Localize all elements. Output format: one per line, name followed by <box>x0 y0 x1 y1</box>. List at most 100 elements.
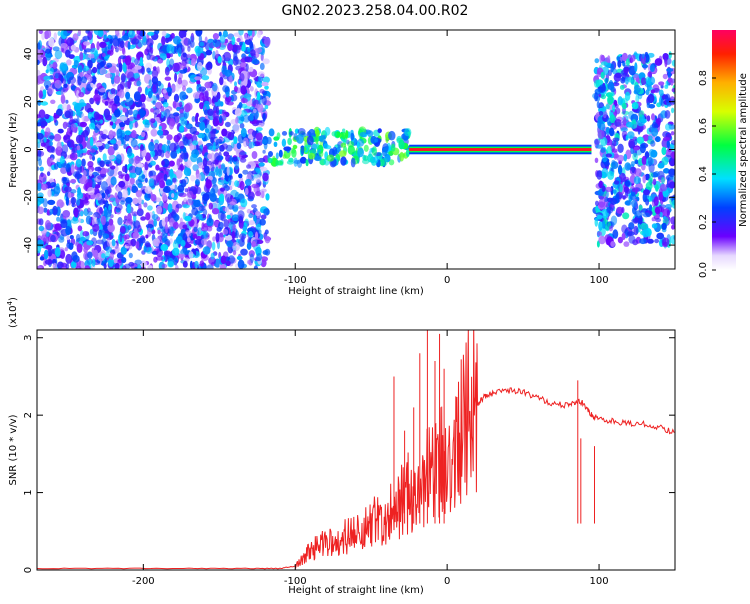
spectrogram-cell <box>670 216 675 225</box>
spectrogram-cell <box>168 160 175 167</box>
spectrogram-cell <box>136 30 141 35</box>
spectrogram-cell <box>45 30 52 39</box>
spectrogram-cell <box>126 81 131 88</box>
spectrogram-cell <box>83 251 89 260</box>
spectrogram-cell <box>199 102 204 110</box>
spectrogram-cell <box>60 219 68 229</box>
spectrogram-cell <box>606 206 614 214</box>
spectrogram-cell <box>117 217 123 226</box>
spectrogram-cell <box>137 196 142 205</box>
spectrogram-cell <box>626 231 635 236</box>
spectrogram-cell <box>187 237 191 243</box>
spectrogram-cell <box>650 89 656 94</box>
spectrogram-cell <box>207 153 213 160</box>
spectrogram-cell <box>103 159 112 165</box>
spectrogram-cell <box>594 92 599 102</box>
spectrogram-cell <box>165 179 173 186</box>
spectrogram-cell <box>115 154 122 164</box>
spectrogram-cell <box>122 265 127 269</box>
spectrogram-cell <box>116 128 123 139</box>
spectrogram-cell <box>624 180 631 187</box>
spectrogram-cell <box>118 105 123 111</box>
spectrogram-cell <box>114 245 120 254</box>
spectrogram-cell <box>605 153 612 158</box>
spectrogram-cell <box>255 47 263 54</box>
spectrogram-cell <box>259 166 268 172</box>
spectrogram-cell <box>114 109 121 118</box>
spectrogram-cell <box>75 158 82 168</box>
spectrogram-cell <box>64 110 72 119</box>
spectrogram-cell <box>182 204 190 209</box>
spectrogram-cell <box>65 196 69 206</box>
spectrogram-cell <box>212 82 218 92</box>
spectrogram-cell <box>313 155 322 162</box>
spectrogram-cell <box>38 195 43 202</box>
spectrogram-cell <box>164 108 171 119</box>
spectrogram-cell <box>645 198 650 206</box>
spectrogram-cell <box>53 133 62 142</box>
spectrogram-cell <box>656 117 662 125</box>
spectrogram-cell <box>209 193 217 202</box>
spectrogram-cell <box>598 221 603 231</box>
spectrogram-cell <box>264 229 269 235</box>
spectrogram-cell <box>250 49 256 57</box>
spectrogram-cell <box>168 120 175 130</box>
spectrogram-cell <box>257 103 264 113</box>
spectrogram-cell <box>666 183 671 188</box>
spectrogram-cell <box>665 204 673 209</box>
spectrogram-cell <box>148 79 152 87</box>
spectrogram-cell <box>625 199 632 206</box>
spectrogram-cell <box>204 81 212 89</box>
colorbar-label: Normalized spectral amplitude <box>738 73 749 227</box>
spectrogram-cell <box>656 232 665 240</box>
spectrogram-cell <box>50 234 56 243</box>
spectrogram-cell <box>166 44 175 54</box>
spectrogram-cell <box>49 135 55 140</box>
spectrogram-cell <box>399 151 405 162</box>
spectrogram-cell <box>182 260 188 268</box>
spectrogram-cell <box>242 114 250 123</box>
spectrogram-cell <box>216 105 219 115</box>
spectrogram-cell <box>616 56 621 61</box>
spectrogram-x-ticks: -200 -100 0 100 <box>132 30 609 286</box>
spectrogram-cell <box>607 81 615 91</box>
spectrogram-cell <box>62 121 69 128</box>
spectrogram-cell <box>187 53 191 59</box>
spectrogram-cell <box>642 134 650 142</box>
spectrogram-cell <box>229 155 233 165</box>
spectrogram-cell <box>236 255 243 261</box>
spectrogram-cell <box>100 215 107 226</box>
spectrogram-cell <box>62 78 66 85</box>
spectrogram-cell <box>262 58 270 65</box>
spectrogram-cell <box>671 224 675 230</box>
spectrogram-cell <box>639 144 646 154</box>
spectrogram-cell <box>54 79 62 89</box>
spectrogram-cell <box>81 76 88 84</box>
spectrogram-cell <box>273 136 280 141</box>
spectrogram-cell <box>165 36 170 44</box>
spectrogram-cell <box>37 166 40 171</box>
spectrogram-cell <box>173 214 180 222</box>
spectrogram-cell <box>122 189 129 199</box>
spectrogram-cell <box>64 247 68 252</box>
spectrogram-cell <box>178 140 185 150</box>
spectrogram-cell <box>155 101 163 110</box>
spectrogram-cell <box>606 146 613 156</box>
spectrogram-cell <box>256 91 261 101</box>
spectrogram-cell <box>598 107 606 112</box>
spectrogram-cell <box>152 107 160 115</box>
spectrogram-cell <box>239 61 248 69</box>
spectrogram-cell <box>61 62 68 71</box>
spectrogram-cell <box>239 122 245 129</box>
spectrogram-cell <box>265 193 270 201</box>
spectrogram-cell <box>87 161 94 168</box>
spectrogram-cell <box>607 95 614 105</box>
spectrogram-cell <box>371 159 377 166</box>
spectrogram-cell <box>210 252 215 260</box>
spectrogram-cell <box>206 225 213 232</box>
spectrogram-cell <box>663 168 670 174</box>
spectrogram-cell <box>189 260 193 269</box>
spectrogram-cell <box>359 131 367 138</box>
spectrogram-cell <box>68 242 74 250</box>
spectrogram-cell <box>621 206 625 214</box>
